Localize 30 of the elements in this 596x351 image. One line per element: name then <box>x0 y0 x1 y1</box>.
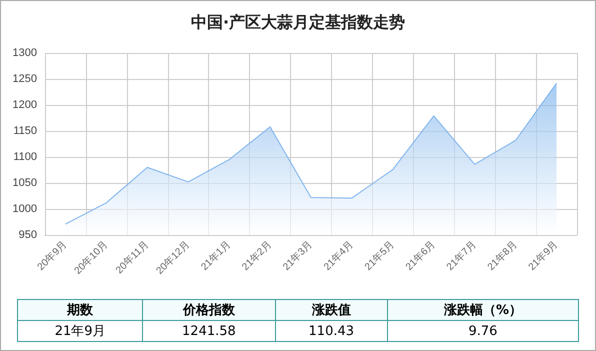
x-tick-label: 20年12月 <box>154 238 192 277</box>
x-tick-label: 21年7月 <box>444 238 479 273</box>
chart-title: 中国·产区大蒜月定基指数走势 <box>190 12 406 32</box>
text: 涨跌幅（%） <box>387 300 578 320</box>
y-tick-label: 1300 <box>12 47 37 59</box>
y-tick-label: 1100 <box>13 151 37 163</box>
text: 涨跌值 <box>275 300 388 320</box>
text: 9.76 <box>387 320 578 342</box>
x-tick-label: 20年11月 <box>113 238 152 276</box>
x-tick-label: 20年9月 <box>34 238 70 273</box>
y-tick-label: 1050 <box>12 177 37 189</box>
x-tick-label: 20年10月 <box>72 238 110 277</box>
y-tick-label: 1150 <box>13 125 37 137</box>
y-tick-label: 1250 <box>12 73 37 85</box>
x-tick-label: 21年3月 <box>280 238 315 273</box>
x-tick-label: 21年5月 <box>362 238 397 273</box>
text: 110.43 <box>275 320 388 342</box>
y-tick-label: 1200 <box>12 99 37 111</box>
x-tick-label: 21年9月 <box>526 238 560 273</box>
x-tick-label: 21年6月 <box>403 238 438 273</box>
x-tick-label: 21年1月 <box>198 238 234 273</box>
text: 1241.58 <box>142 320 276 342</box>
y-tick-label: 1000 <box>12 203 37 215</box>
text: 价格指数 <box>142 300 276 320</box>
x-tick-label: 21年4月 <box>321 238 356 273</box>
x-tick-label: 21年2月 <box>240 238 274 273</box>
text: 21年9月 <box>18 320 143 342</box>
x-tick-label: 21年8月 <box>485 238 520 273</box>
text: 期数 <box>18 300 143 320</box>
y-tick-label: 950 <box>18 229 37 241</box>
